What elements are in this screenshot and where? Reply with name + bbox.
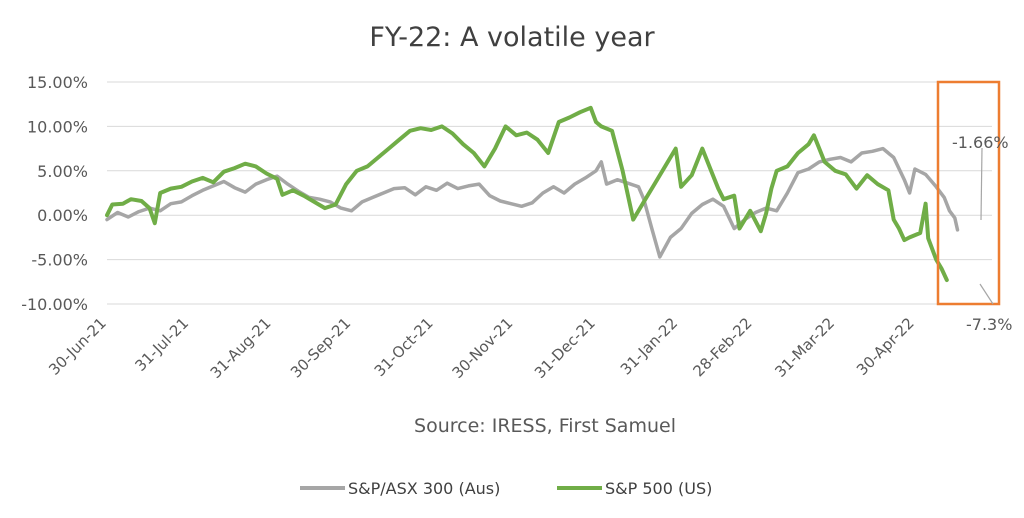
- x-tick-label: 30-Sep-21: [287, 314, 354, 381]
- y-tick-label: 0.00%: [37, 206, 88, 225]
- y-tick-label: -10.00%: [21, 295, 88, 314]
- annotation-leader-us: [979, 283, 994, 305]
- x-tick-label: 31-Mar-22: [771, 314, 838, 381]
- x-tick-label: 30-Apr-22: [853, 314, 918, 379]
- y-tick-label: 5.00%: [37, 162, 88, 181]
- x-tick-label: 31-Dec-21: [531, 314, 599, 382]
- x-tick-label: 31-Jul-21: [131, 314, 192, 375]
- legend: S&P/ASX 300 (Aus) S&P 500 (US): [300, 479, 712, 498]
- y-tick-label: 15.00%: [27, 73, 88, 92]
- annotation-us-last: -7.3%: [966, 315, 1012, 334]
- x-tick-label: 28-Feb-22: [689, 314, 755, 380]
- highlight-box: [936, 80, 1001, 306]
- source-caption: Source: IRESS, First Samuel: [414, 415, 676, 437]
- x-tick-label: 31-Aug-21: [207, 314, 275, 382]
- series-lines: [105, 105, 960, 282]
- chart-title: FY-22: A volatile year: [369, 22, 655, 53]
- x-tick-label: 30-Jun-21: [45, 314, 110, 379]
- annotation-aus-last: -1.66%: [952, 133, 1009, 152]
- x-axis-tick-labels: 30-Jun-21 31-Jul-21 31-Aug-21 30-Sep-21 31-O…: [45, 314, 917, 382]
- series-line-us: [105, 105, 949, 282]
- x-tick-label: 31-Oct-21: [371, 314, 437, 380]
- y-tick-label: -5.00%: [31, 251, 88, 270]
- y-axis-tick-labels: 15.00% 10.00% 5.00% 0.00% -5.00% -10.00%: [21, 73, 88, 314]
- y-tick-label: 10.00%: [27, 117, 88, 136]
- series-line-aus: [105, 146, 960, 259]
- x-tick-label: 31-Jan-22: [617, 314, 681, 378]
- annotation-leader-aus: [980, 147, 983, 221]
- x-tick-label: 30-Nov-21: [449, 314, 517, 382]
- grid-lines: [107, 81, 992, 305]
- legend-label-aus: S&P/ASX 300 (Aus): [348, 479, 500, 498]
- legend-label-us: S&P 500 (US): [605, 479, 712, 498]
